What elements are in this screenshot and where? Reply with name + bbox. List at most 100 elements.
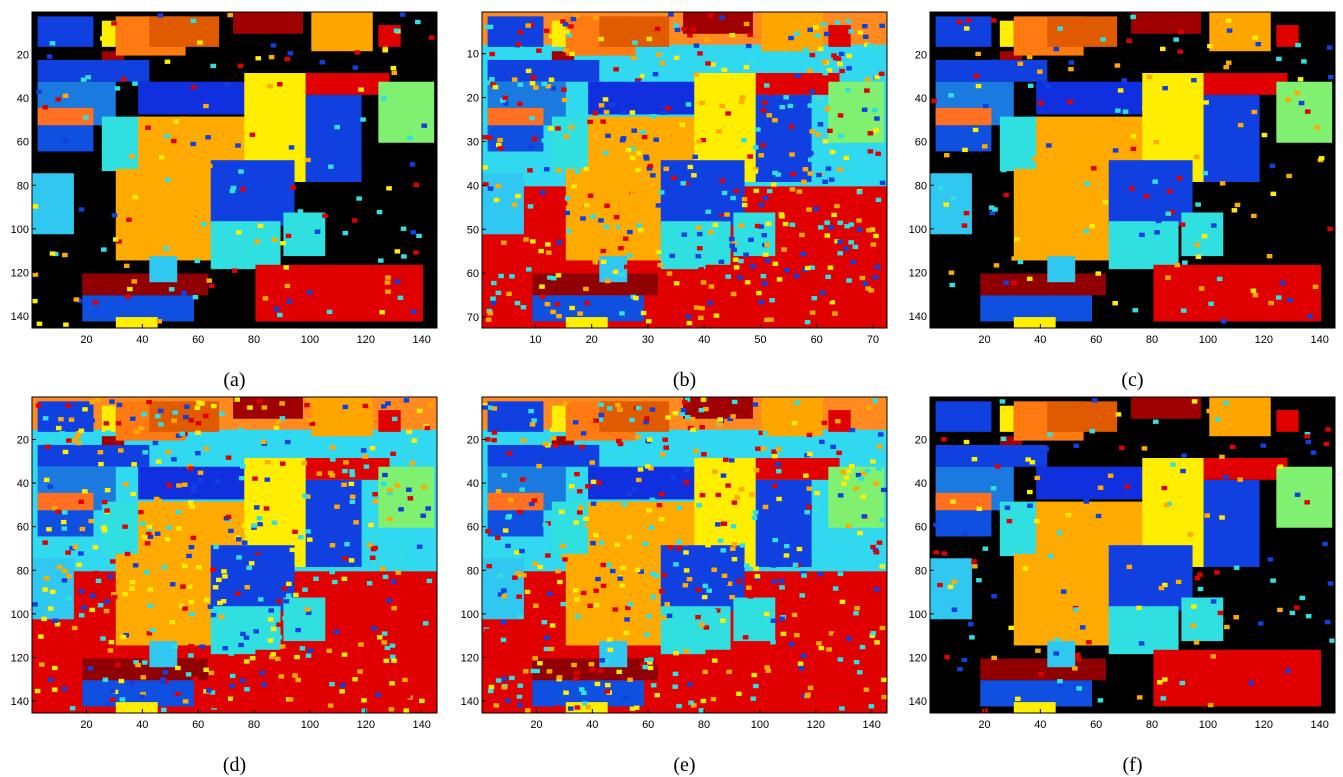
map-speck [363,404,369,408]
map-speck [636,223,642,227]
map-speck [818,572,824,576]
map-speck [593,111,599,115]
map-speck [808,158,814,162]
map-region [705,650,873,707]
map-speck [671,577,677,581]
x-tick-label: 80 [1146,334,1158,346]
map-speck [364,464,370,468]
map-speck [158,422,164,426]
map-speck [719,179,725,183]
map-speck [420,514,426,518]
map-speck [35,689,41,693]
map-speck [57,565,63,569]
map-speck [828,673,834,677]
map-region [211,606,281,654]
map-speck [63,139,69,143]
map-speck [752,169,758,173]
map-speck [270,652,276,656]
map-speck [362,454,368,458]
map-speck [1224,625,1230,629]
map-speck [803,47,809,51]
panel: 2040608010012014020406080100120140(e) [461,397,887,776]
map-speck [777,277,783,281]
map-speck [729,237,735,241]
map-speck [829,177,835,181]
map-speck [1160,696,1166,700]
map-speck [598,413,604,417]
map-speck [752,402,758,406]
map-speck [1164,503,1170,507]
map-speck [115,86,121,90]
map-region [1109,606,1179,654]
map-speck [342,469,348,473]
x-tick-label: 100 [751,719,769,731]
map-speck [344,542,350,546]
map-speck [66,596,72,600]
map-speck [1295,43,1301,47]
map-speck [824,220,830,224]
map-speck [687,321,693,325]
map-speck [577,203,583,207]
map-speck [699,408,705,412]
map-speck [846,524,852,528]
map-speck [165,178,171,182]
map-speck [148,587,154,591]
caption: (b) [673,369,696,391]
map-speck [203,414,209,418]
map-speck [661,616,667,620]
map-speck [292,673,298,677]
map-speck [550,428,556,432]
map-speck [983,104,989,108]
map-speck [788,36,794,40]
map-speck [363,426,369,430]
map-region [1047,16,1117,47]
map-speck [725,274,731,278]
map-speck [1102,200,1108,204]
map-speck [112,595,118,599]
map-speck [1227,28,1233,32]
map-speck [219,615,225,619]
map-speck [723,458,729,462]
map-speck [277,313,283,317]
map-speck [189,612,195,616]
map-speck [385,280,391,284]
map-region [1131,397,1201,419]
map-speck [221,569,227,573]
map-speck [238,643,244,647]
y-tick-label: 140 [461,696,479,708]
map-speck [848,240,854,244]
map-speck [794,410,800,414]
map-speck [656,250,662,254]
map-speck [215,479,221,483]
map-speck [545,242,551,246]
map-speck [186,554,192,558]
map-speck [772,171,778,175]
map-speck [650,595,656,599]
map-speck [600,563,606,567]
y-tick-label: 20 [915,434,927,446]
map-speck [1086,640,1092,644]
map-speck [559,510,565,514]
map-speck [564,134,570,138]
map-speck [518,30,524,34]
map-region [149,16,219,47]
map-speck [121,77,127,81]
map-speck [404,398,410,402]
map-region [683,397,753,419]
map-speck [779,212,785,216]
map-speck [247,405,253,409]
map-speck [519,487,525,491]
map-speck [744,65,750,69]
map-speck [377,210,383,214]
map-region [936,60,1048,82]
map-speck [494,703,500,707]
map-speck [755,574,761,578]
map-speck [870,459,876,463]
map-speck [784,268,790,272]
map-speck [805,320,811,324]
map-speck [244,659,250,663]
map-speck [676,540,682,544]
map-speck [302,494,308,498]
map-speck [719,210,725,214]
map-speck [878,705,884,709]
